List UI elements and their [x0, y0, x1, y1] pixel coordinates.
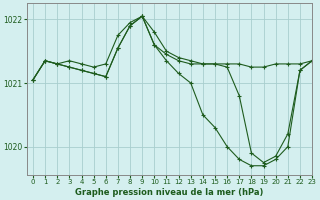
- X-axis label: Graphe pression niveau de la mer (hPa): Graphe pression niveau de la mer (hPa): [75, 188, 264, 197]
